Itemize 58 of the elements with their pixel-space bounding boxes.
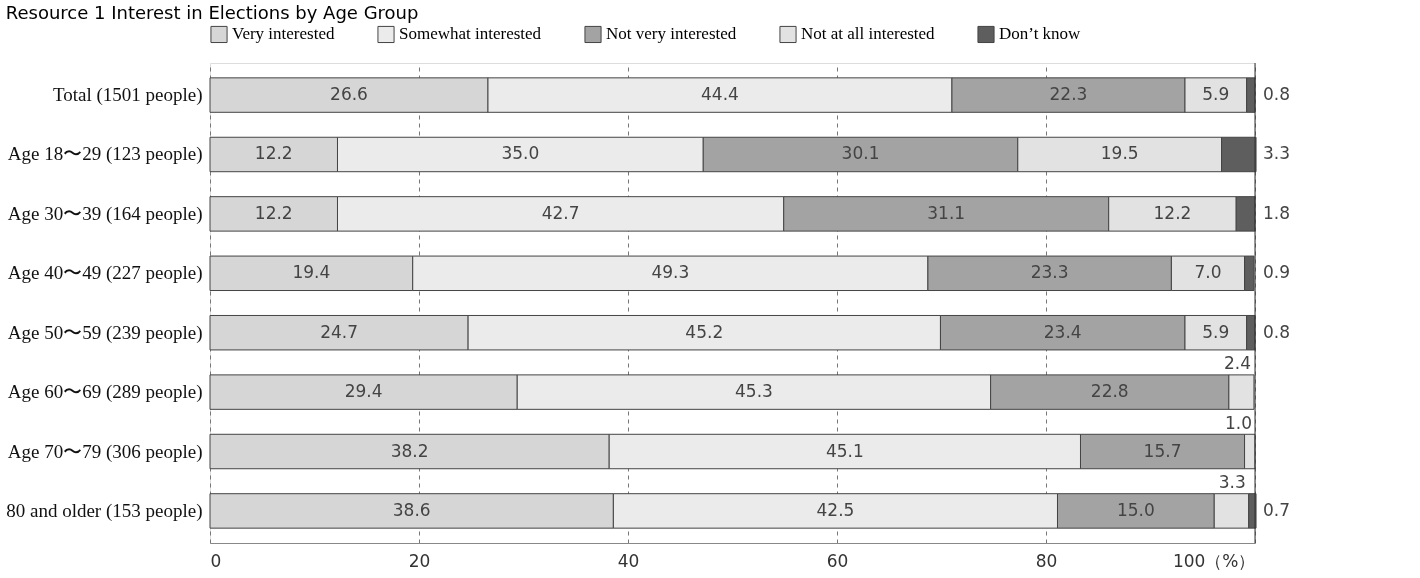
- data-label: 7.0: [1194, 262, 1222, 283]
- data-label: 22.8: [1090, 381, 1129, 402]
- data-label: 12.2: [254, 202, 293, 223]
- data-label: 1.0: [1224, 412, 1252, 433]
- data-label: 42.5: [816, 499, 855, 520]
- y-tick-label: Age 40〜49 (227 people): [7, 262, 203, 285]
- data-label: 24.7: [320, 321, 358, 342]
- data-label: 26.6: [330, 84, 368, 105]
- x-tick-label: 0: [210, 550, 222, 571]
- x-tick-label: 40: [617, 550, 640, 571]
- y-tick-label: Age 70〜79 (306 people): [7, 440, 203, 463]
- data-label: 1.8: [1263, 202, 1291, 223]
- data-label: 45.1: [825, 440, 864, 461]
- y-tick-label: Total (1501 people): [52, 84, 203, 107]
- legend-label: Not very interested: [606, 24, 737, 44]
- data-label: 0.8: [1263, 84, 1291, 105]
- data-label: 38.6: [392, 499, 431, 520]
- data-label: 49.3: [651, 262, 690, 283]
- data-label: 3.3: [1263, 143, 1291, 164]
- data-label: 19.5: [1100, 143, 1139, 164]
- x-tick-label: 20: [408, 550, 431, 571]
- data-label: 2.4: [1223, 353, 1251, 374]
- data-label: 22.3: [1049, 84, 1088, 105]
- data-label: 5.9: [1202, 321, 1230, 342]
- legend-label: Very interested: [232, 24, 335, 44]
- data-label: 35.0: [501, 143, 540, 164]
- data-label: 0.8: [1263, 321, 1291, 342]
- data-label: 29.4: [344, 381, 383, 402]
- data-label: 15.7: [1143, 440, 1182, 461]
- data-label: 3.3: [1218, 471, 1246, 492]
- data-label: 12.2: [1153, 202, 1192, 223]
- data-label: 19.4: [292, 262, 331, 283]
- legend-label: Don’t know: [999, 24, 1082, 44]
- y-tick-label: Age 30〜39 (164 people): [7, 202, 203, 225]
- data-label: 30.1: [841, 143, 880, 164]
- data-label: 23.3: [1030, 262, 1069, 283]
- y-tick-label: 80 and older (153 people): [6, 499, 203, 522]
- data-label: 42.7: [541, 202, 580, 223]
- data-label: 0.7: [1263, 499, 1291, 520]
- x-tick-label: 60: [826, 550, 849, 571]
- data-label: 23.4: [1043, 321, 1082, 342]
- data-label: 45.3: [734, 381, 773, 402]
- legend-label: Not at all interested: [801, 24, 936, 44]
- legend-label: Somewhat interested: [399, 24, 542, 44]
- data-label: 0.9: [1263, 262, 1291, 283]
- data-label: 44.4: [701, 84, 739, 105]
- data-label: 45.2: [685, 321, 724, 342]
- data-label: 5.9: [1202, 84, 1230, 105]
- chart-title: Resource 1 Interest in Elections by Age Group: [5, 2, 419, 23]
- data-label: 15.0: [1116, 499, 1155, 520]
- data-label: 31.1: [927, 202, 966, 223]
- y-tick-label: Age 50〜59 (239 people): [7, 321, 203, 344]
- y-tick-label: Age 18〜29 (123 people): [7, 143, 203, 166]
- x-tick-label: 80: [1035, 550, 1058, 571]
- data-label: 38.2: [390, 440, 429, 461]
- x-tick-label: 100（%）: [1172, 550, 1256, 571]
- data-label: 12.2: [254, 143, 293, 164]
- y-tick-label: Age 60〜69 (289 people): [7, 381, 203, 404]
